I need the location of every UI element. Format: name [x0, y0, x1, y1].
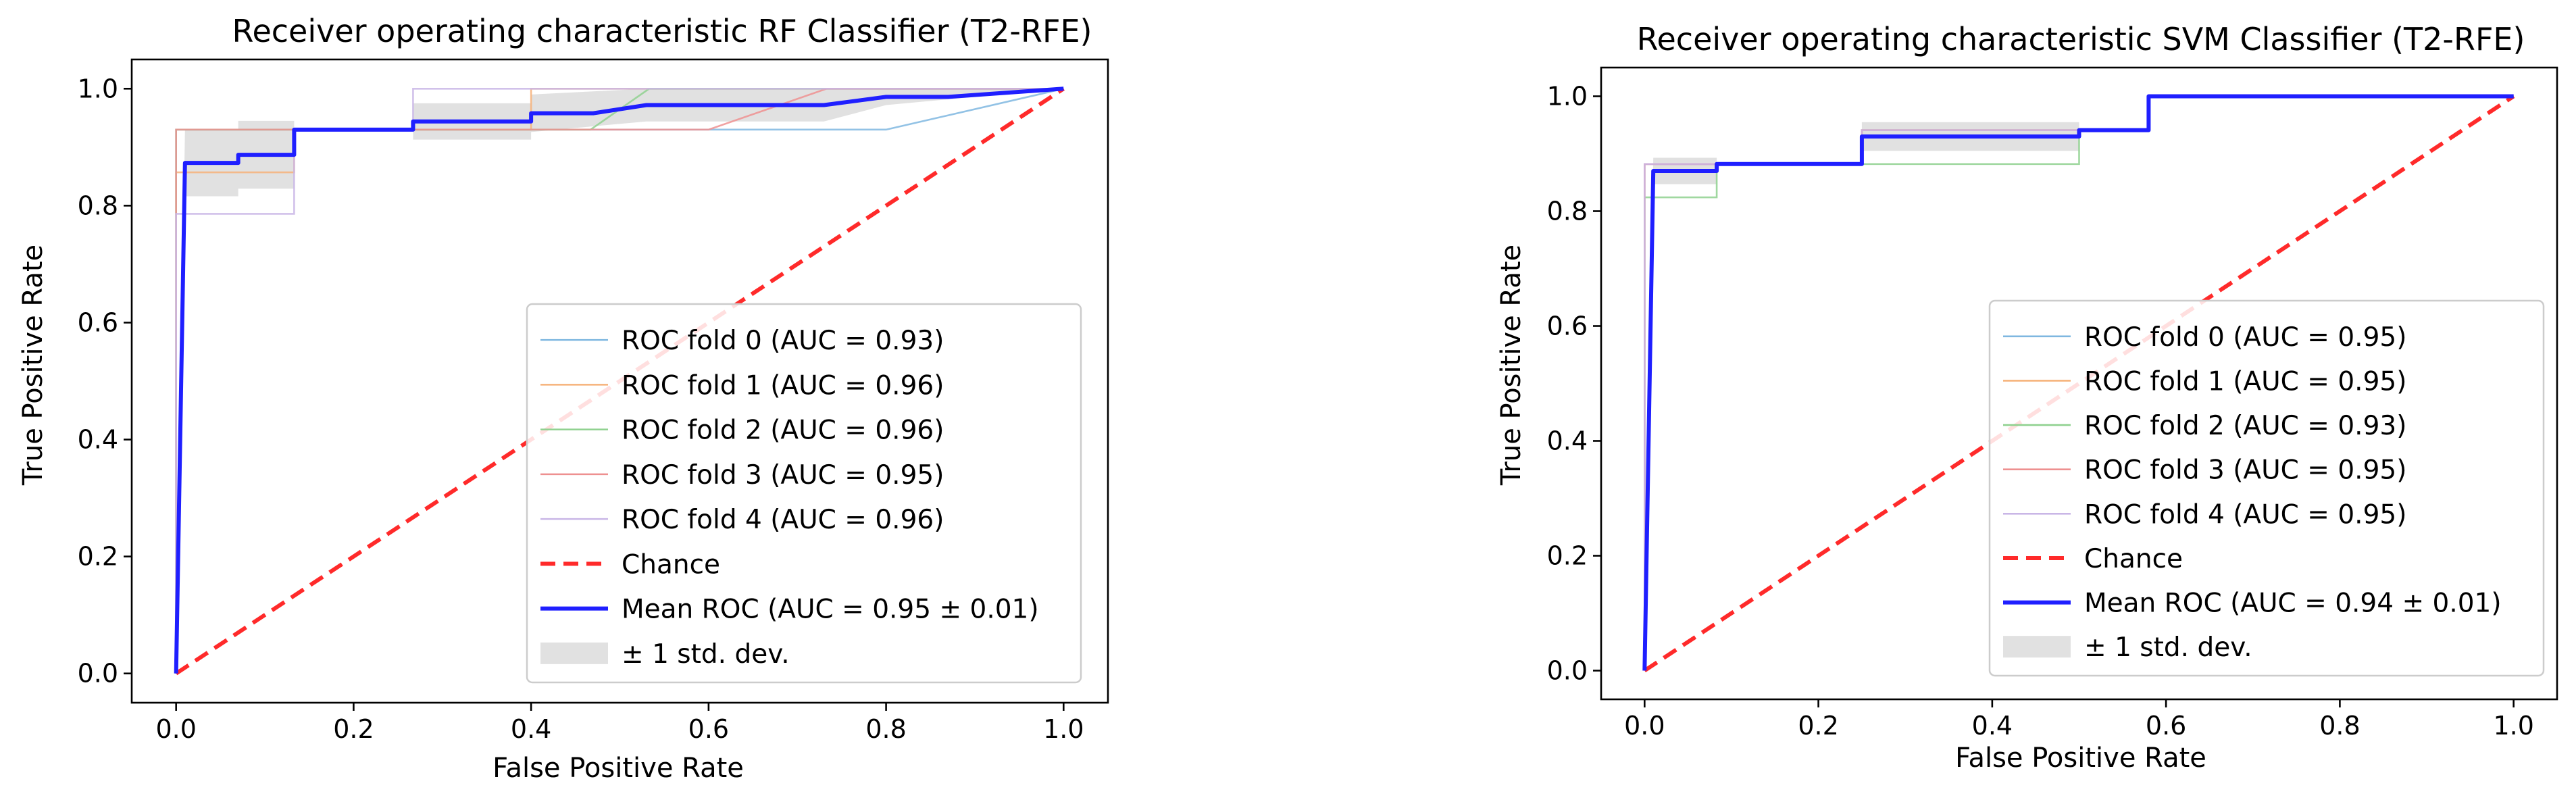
svm-y-tick-label: 0.2 — [1547, 541, 1588, 571]
rf-legend-label: ROC fold 3 (AUC = 0.95) — [622, 460, 944, 491]
rf-legend-label: ROC fold 0 (AUC = 0.93) — [622, 326, 944, 356]
rf-legend-label: ROC fold 2 (AUC = 0.96) — [622, 416, 944, 446]
rf-x-tick-label: 1.0 — [1043, 714, 1084, 744]
svm-x-tick-label: 0.2 — [1798, 711, 1838, 741]
svm-legend-swatch — [2003, 636, 2071, 658]
svm-legend-box — [1988, 299, 2545, 677]
rf-legend: ROC fold 0 (AUC = 0.93) ROC fold 1 (AUC =… — [526, 303, 1082, 684]
svm-y-tick-label: 0.8 — [1547, 197, 1588, 226]
rf-y-tick-label: 0.8 — [78, 191, 118, 220]
rf-legend-box — [526, 303, 1082, 684]
rf-y-axis-label: True Positive Rate — [18, 245, 49, 486]
svm-x-axis-label: False Positive Rate — [1955, 743, 2206, 774]
svm-y-tick-label: 0.6 — [1547, 311, 1588, 341]
rf-legend-label: Chance — [622, 549, 720, 580]
svm-x-tick-label: 0.8 — [2319, 711, 2360, 741]
svm-legend-label: ROC fold 4 (AUC = 0.95) — [2084, 499, 2406, 530]
rf-x-tick-label: 0.4 — [511, 714, 551, 744]
svm-x-tick-label: 0.4 — [1972, 711, 2013, 741]
svm-legend: ROC fold 0 (AUC = 0.95) ROC fold 1 (AUC =… — [1988, 299, 2545, 677]
rf-x-tick-label: 0.8 — [865, 714, 906, 744]
rf-std-band — [176, 89, 1064, 674]
rf-x-axis-label: False Positive Rate — [493, 753, 744, 784]
svm-plot-area — [1642, 94, 2515, 673]
svm-chance-line — [1643, 94, 2515, 673]
rf-legend-label: ROC fold 4 (AUC = 0.96) — [622, 505, 944, 535]
svm-x-tick-label: 0.0 — [1624, 711, 1665, 741]
svm-legend-label: ROC fold 2 (AUC = 0.93) — [2084, 411, 2406, 441]
rf-legend-label: Mean ROC (AUC = 0.95 ± 0.01) — [622, 595, 1039, 625]
rf-x-tick-label: 0.6 — [688, 714, 729, 744]
svm-legend-label: ROC fold 1 (AUC = 0.95) — [2084, 366, 2406, 397]
svm-legend-label: ROC fold 0 (AUC = 0.95) — [2084, 322, 2406, 353]
svm-legend-label: Mean ROC (AUC = 0.94 ± 0.01) — [2084, 589, 2502, 619]
rf-y-tick-label: 0.2 — [78, 542, 118, 572]
svm-legend-label: ± 1 std. dev. — [2084, 632, 2252, 663]
svm-y-tick-label: 1.0 — [1547, 82, 1588, 111]
svm-legend-label: ROC fold 3 (AUC = 0.95) — [2084, 455, 2406, 486]
rf-x-tick-label: 0.0 — [155, 714, 196, 744]
rf-y-tick-label: 0.6 — [78, 307, 118, 337]
svm-roc-chart: Receiver operating characteristic SVM Cl… — [1496, 21, 2558, 774]
svm-legend-label: Chance — [2084, 544, 2183, 574]
rf-y-tick-label: 0.0 — [78, 659, 118, 689]
svm-chart-title: Receiver operating characteristic SVM Cl… — [1637, 21, 2525, 57]
svm-mean-roc-line — [1642, 94, 2514, 671]
svm-axes-frame — [1600, 66, 2558, 701]
svm-x-tick-label: 1.0 — [2493, 711, 2533, 741]
svm-y-tick-label: 0.0 — [1547, 656, 1588, 686]
rf-axes-frame — [130, 58, 1109, 704]
rf-y-tick-label: 1.0 — [78, 74, 118, 103]
rf-mean-roc-line — [174, 86, 1064, 674]
rf-legend-label: ROC fold 1 (AUC = 0.96) — [622, 370, 944, 401]
svm-x-tick-label: 0.6 — [2146, 711, 2186, 741]
rf-legend-label: ± 1 std. dev. — [622, 639, 790, 670]
svm-y-tick-label: 0.4 — [1547, 426, 1588, 456]
svm-y-axis-label: True Positive Rate — [1496, 245, 1527, 486]
rf-roc-chart: Receiver operating characteristic RF Cla… — [18, 13, 1109, 784]
rf-chart-title: Receiver operating characteristic RF Cla… — [232, 13, 1092, 49]
rf-x-tick-label: 0.2 — [333, 714, 374, 744]
rf-legend-swatch — [540, 642, 608, 664]
rf-y-tick-label: 0.4 — [78, 425, 118, 455]
